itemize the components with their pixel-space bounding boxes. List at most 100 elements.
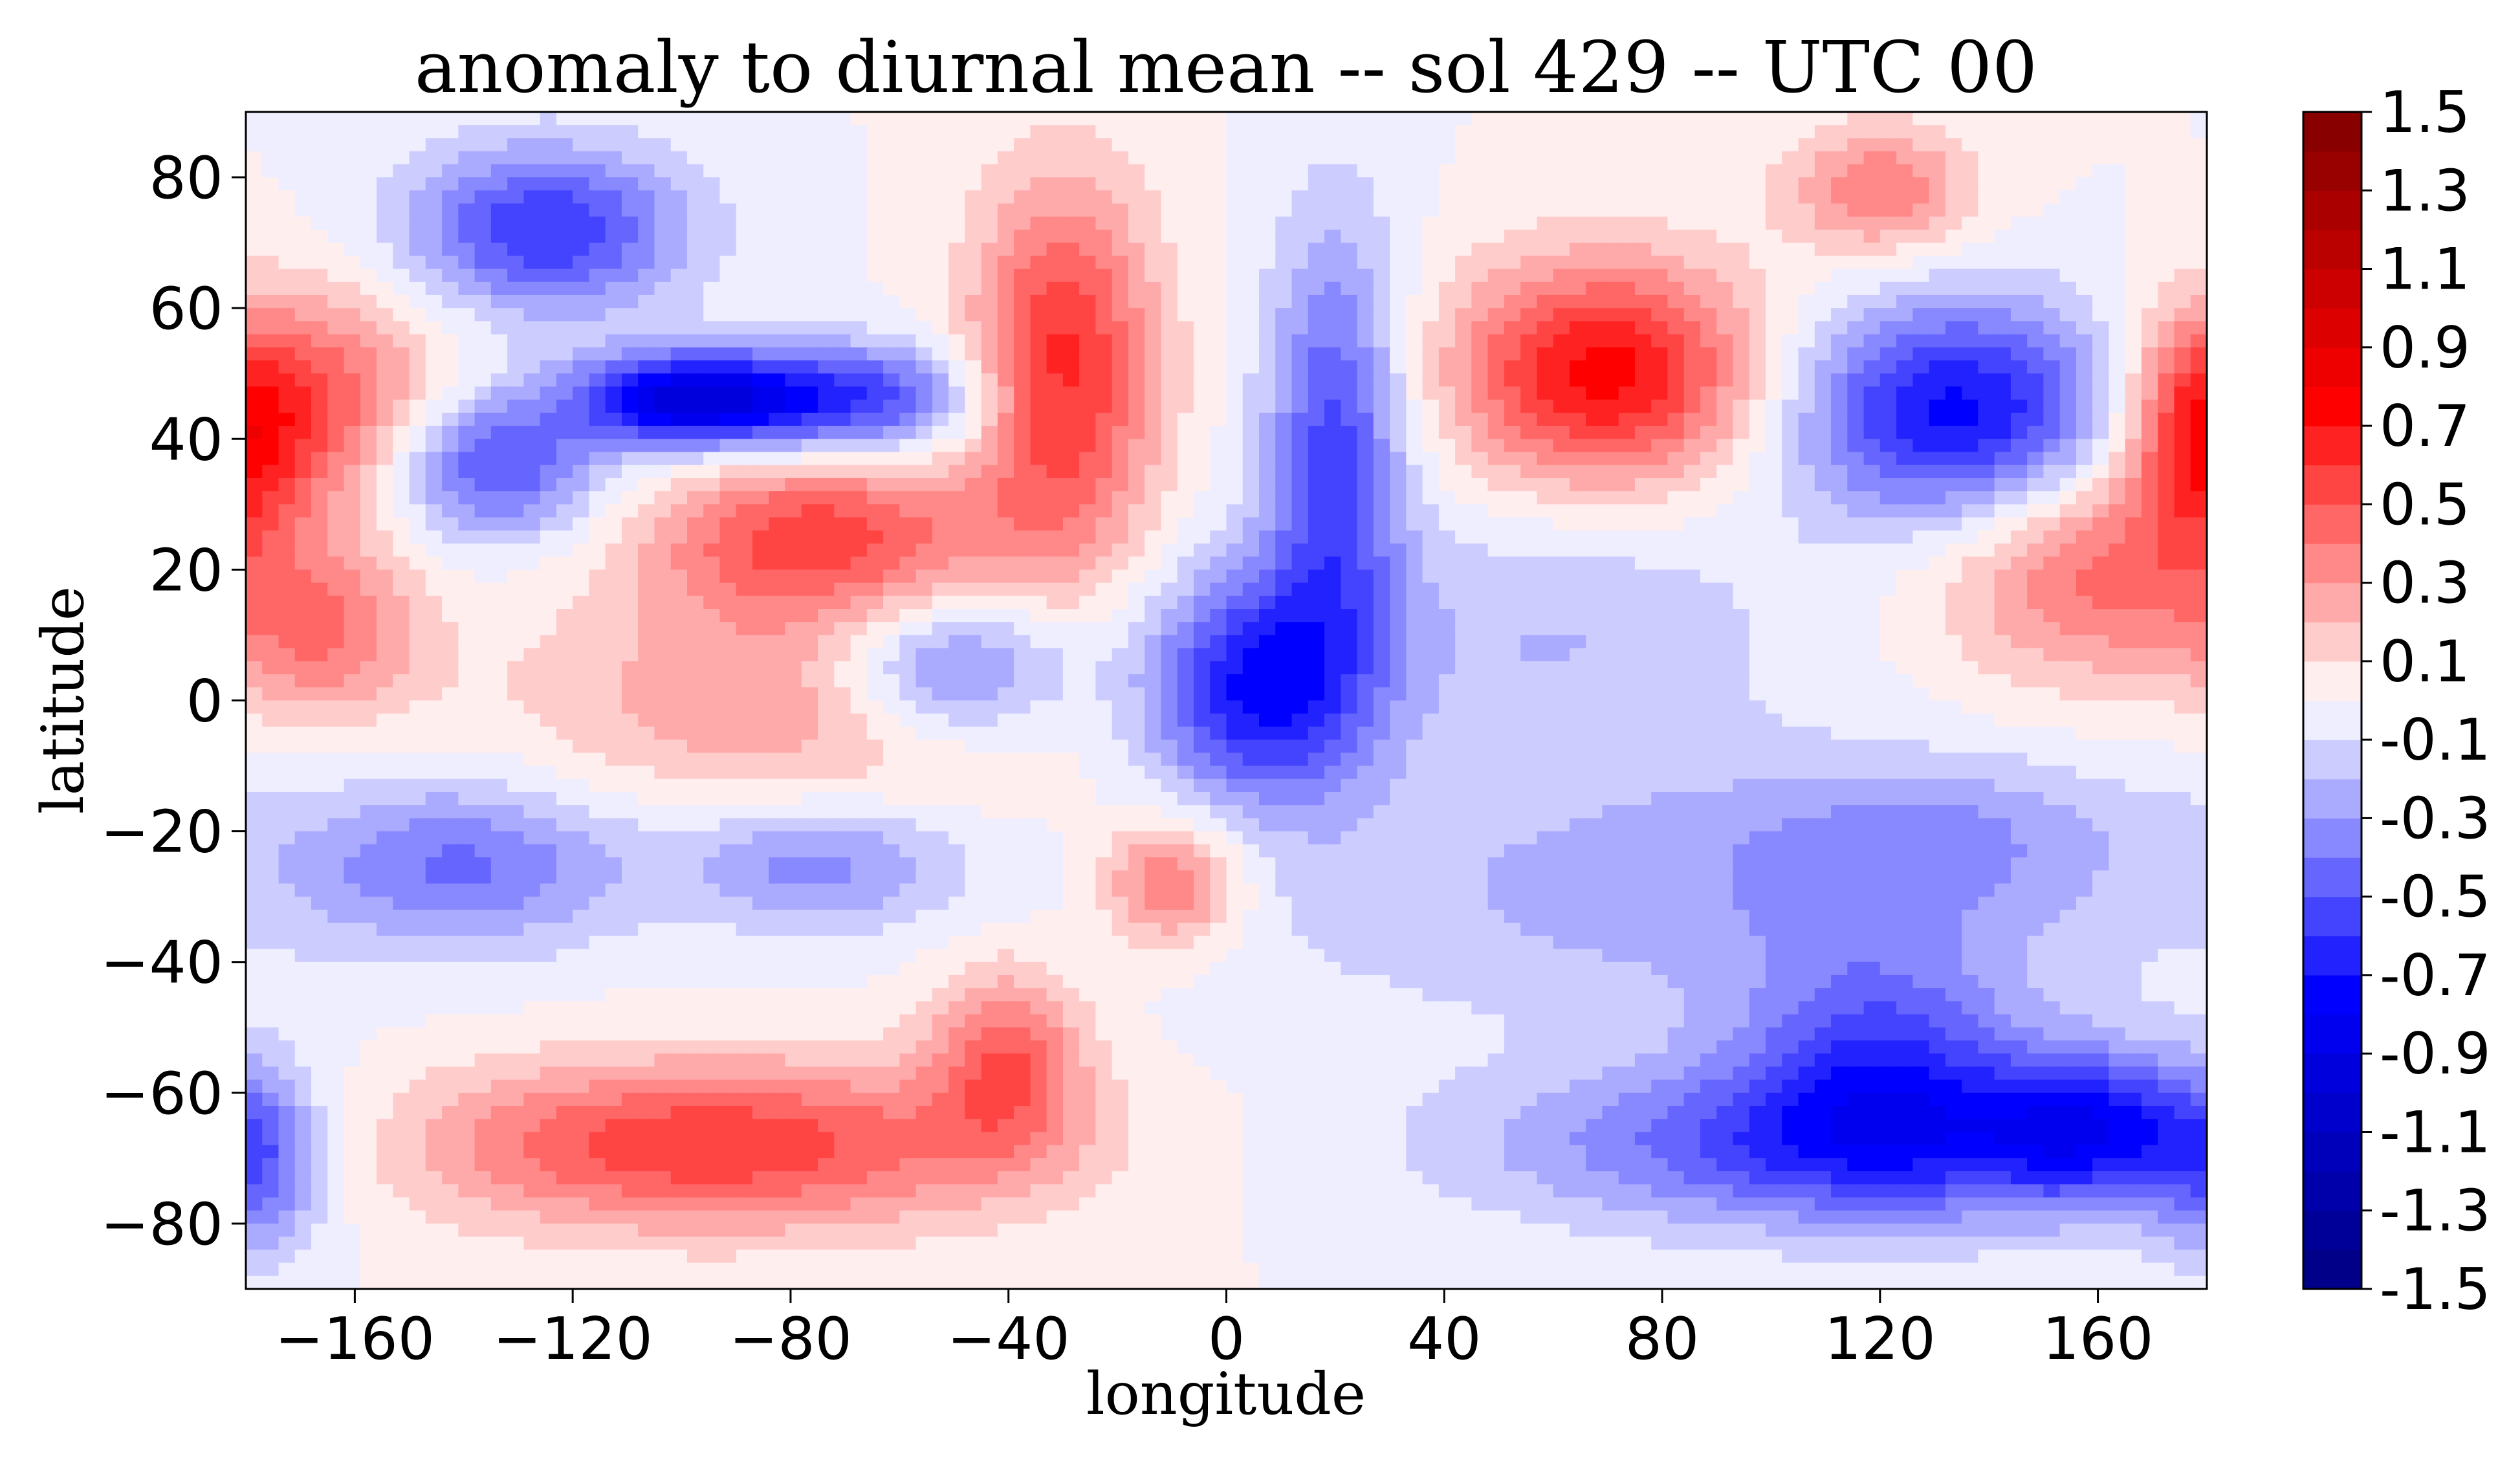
field-cell [442,478,459,492]
field-cell [1766,399,1783,413]
field-cell [1079,569,1097,584]
field-cell [2158,465,2175,479]
field-cell [1683,138,1701,152]
field-cell [1210,373,1227,388]
field-cell [1046,190,1064,204]
field-cell [1618,256,1636,270]
field-cell [1896,190,1914,204]
field-cell [2190,530,2207,544]
field-cell [1014,229,1031,243]
field-cell [1128,556,1146,571]
field-cell [490,399,508,413]
field-cell [1193,190,1211,204]
field-cell [1161,412,1178,426]
field-cell [278,530,296,544]
field-cell [2174,360,2191,375]
field-cell [1046,334,1064,348]
field-cell [1520,138,1538,152]
field-cell [556,622,573,636]
field-cell [719,386,737,401]
field-cell [1831,478,1848,492]
field-cell [1079,582,1097,597]
field-cell [834,203,851,217]
field-cell [344,334,361,348]
field-cell [311,138,329,152]
field-cell [719,452,737,466]
field-cell [1062,269,1080,283]
field-cell [2190,229,2207,243]
field-cell [752,556,770,571]
field-cell [1210,177,1227,192]
field-cell [2141,151,2159,165]
field-cell [1406,543,1423,557]
field-cell [1667,635,1685,649]
field-cell [1324,491,1342,505]
field-cell [899,151,917,165]
field-cell [1014,530,1031,544]
field-cell [1030,269,1047,283]
field-cell [605,517,622,531]
field-cell [573,556,590,571]
field-cell [1128,164,1146,178]
field-cell [1406,373,1423,388]
field-cell [1275,609,1293,623]
field-cell [1177,386,1194,401]
field-cell [262,517,279,531]
field-cell [409,281,426,296]
field-cell [1422,243,1440,257]
field-cell [1569,530,1586,544]
field-cell [1422,373,1440,388]
field-cell [2141,229,2159,243]
field-cell [1962,622,1979,636]
field-cell [621,556,639,571]
field-cell [801,177,818,192]
field-cell [899,399,917,413]
field-cell [1683,229,1701,243]
field-cell [409,216,426,230]
field-cell [785,229,802,243]
field-cell [1259,595,1276,610]
field-cell [1945,635,1962,649]
field-cell [1291,360,1309,375]
field-cell [1030,465,1047,479]
field-cell [262,426,279,440]
field-cell [670,256,688,270]
field-cell [1929,281,1946,296]
field-cell [2125,334,2142,348]
field-cell [1847,373,1865,388]
field-cell [1471,504,1489,518]
field-cell [1161,334,1178,348]
field-cell [1291,609,1309,623]
field-cell [670,622,688,636]
field-cell [2125,112,2142,126]
field-cell [1618,517,1636,531]
field-cell [1275,294,1293,309]
field-cell [621,648,639,662]
field-cell [1798,269,1815,283]
field-cell [556,151,573,165]
field-cell [327,569,345,584]
field-cell [327,190,345,204]
field-cell [1145,569,1162,584]
field-cell [1766,151,1783,165]
field-cell [915,360,933,375]
field-cell [2125,582,2142,597]
field-cell [965,347,982,361]
field-cell [948,452,966,466]
field-cell [850,373,868,388]
field-cell [1046,439,1064,453]
field-cell [1193,216,1211,230]
field-cell [278,517,296,531]
field-cell [2190,294,2207,309]
field-cell [1390,334,1407,348]
field-cell [769,216,786,230]
field-cell [1226,491,1244,505]
field-cell [1945,112,1962,126]
field-cell [1030,595,1047,610]
field-cell [344,465,361,479]
field-cell [1978,569,1995,584]
field-cell [866,465,884,479]
field-cell [458,635,476,649]
field-cell [1324,281,1342,296]
field-cell [409,125,426,139]
